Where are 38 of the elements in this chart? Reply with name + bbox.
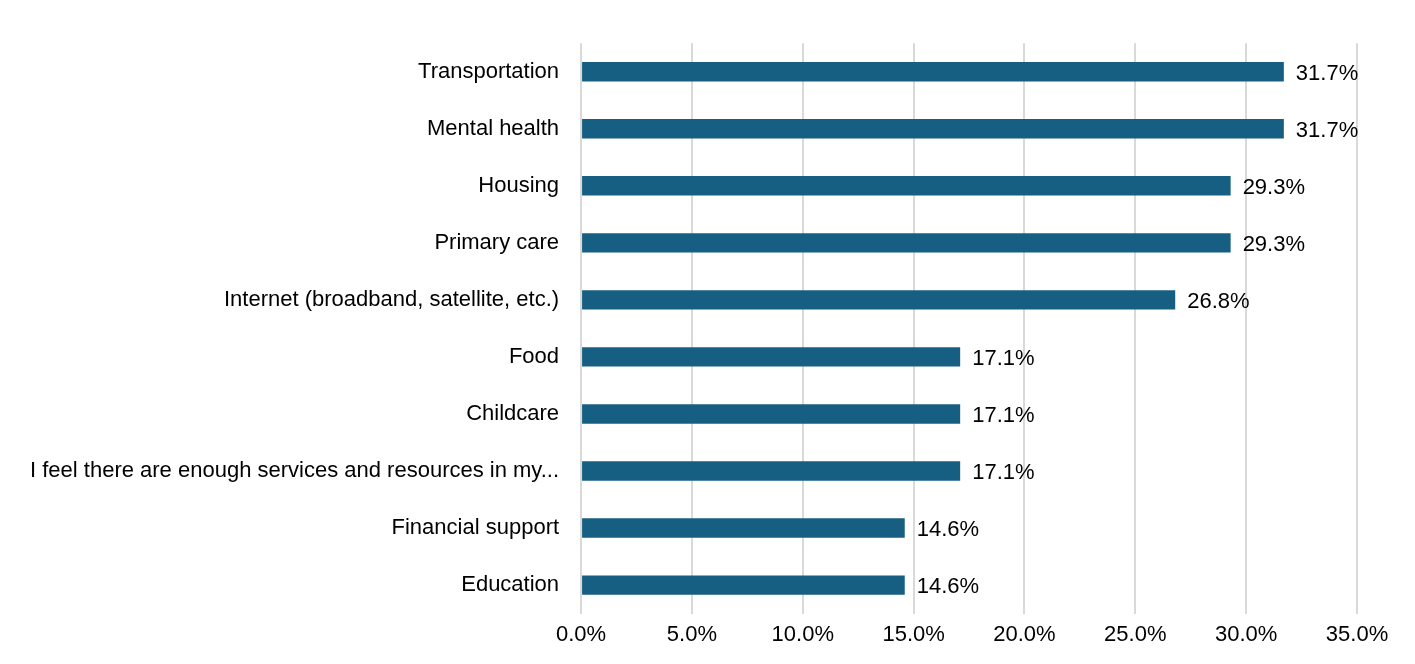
y-tick-label: Primary care [434, 228, 560, 254]
y-tick-label: Education [461, 571, 560, 597]
x-tick-label: 5.0% [666, 620, 718, 646]
y-tick-label: Food [508, 342, 560, 368]
bar [582, 290, 1176, 310]
bar [582, 62, 1284, 82]
y-tick-label: I feel there are enough services and resources in my... [29, 457, 560, 483]
bar [582, 404, 961, 424]
bar [582, 176, 1231, 196]
bar [582, 233, 1231, 253]
x-tick-label: 35.0% [1325, 620, 1389, 646]
x-tick-label: 20.0% [993, 620, 1056, 646]
y-tick-label: Housing [478, 171, 560, 197]
data-label: 17.1% [972, 459, 1035, 485]
y-tick-label: Mental health [426, 114, 560, 140]
data-label: 31.7% [1295, 116, 1359, 142]
x-tick-label: 15.0% [882, 620, 945, 646]
x-tick-label: 25.0% [1104, 620, 1167, 646]
x-tick-label: 0.0% [556, 620, 607, 646]
bar [582, 575, 905, 595]
data-label: 31.7% [1295, 59, 1359, 85]
y-tick-label: Financial support [391, 514, 560, 540]
data-label: 29.3% [1242, 173, 1306, 199]
bar [582, 347, 961, 367]
data-label: 17.1% [972, 344, 1035, 370]
data-label: 26.8% [1187, 287, 1250, 313]
bar [582, 518, 905, 538]
x-tick-label: 30.0% [1214, 620, 1278, 646]
x-tick-label: 10.0% [771, 620, 834, 646]
y-tick-label: Internet (broadband, satellite, etc.) [223, 285, 560, 311]
data-label: 14.6% [916, 516, 980, 542]
bar [582, 461, 961, 481]
data-label: 14.6% [916, 573, 980, 599]
data-label: 17.1% [972, 402, 1035, 428]
y-tick-label: Transportation [418, 57, 560, 83]
bar [582, 119, 1284, 139]
data-label: 29.3% [1242, 230, 1306, 256]
y-tick-label: Childcare [466, 400, 560, 426]
